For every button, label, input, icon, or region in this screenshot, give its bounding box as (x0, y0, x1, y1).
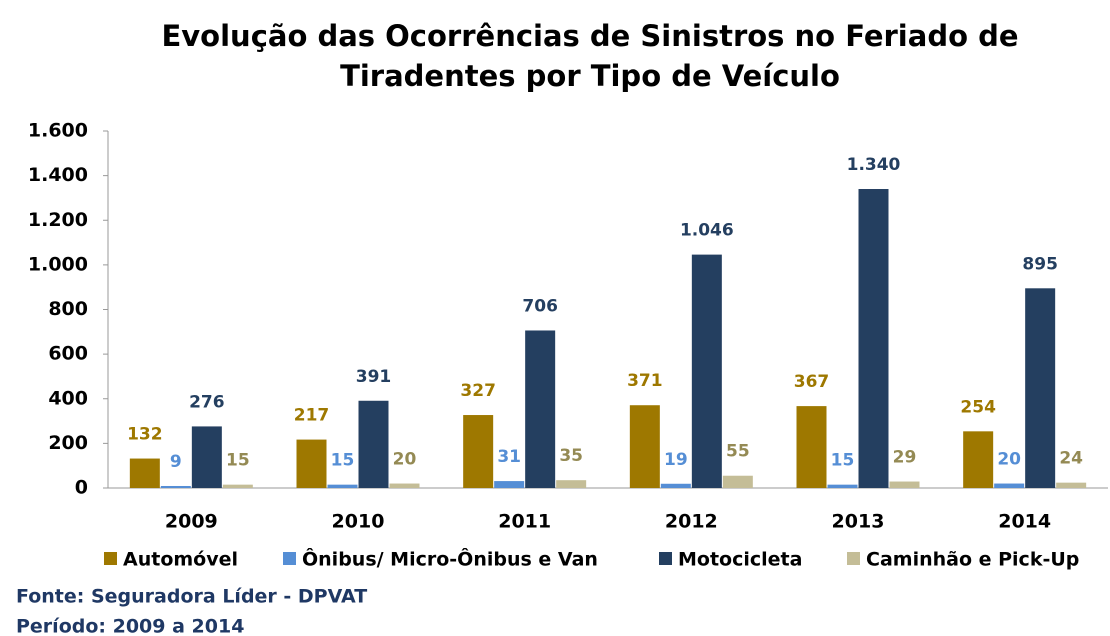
bar (858, 189, 889, 488)
data-label: 371 (627, 371, 663, 391)
data-label: 20 (393, 450, 417, 470)
x-tick-label: 2014 (998, 511, 1051, 533)
data-label: 20 (997, 450, 1021, 470)
y-tick-label: 600 (48, 343, 88, 365)
data-label: 55 (726, 442, 750, 462)
legend-label: Ônibus/ Micro-Ônibus e Van (302, 547, 598, 571)
data-label: 1.046 (680, 221, 734, 241)
bar (889, 481, 920, 488)
data-label: 35 (559, 446, 583, 466)
bar (796, 406, 827, 488)
legend-swatch (283, 552, 296, 565)
data-label: 276 (189, 392, 225, 412)
data-label: 19 (664, 450, 688, 470)
data-label: 31 (497, 447, 521, 467)
bar (660, 483, 691, 488)
y-tick-label: 400 (48, 387, 88, 409)
bar (827, 484, 858, 488)
bar (191, 426, 222, 488)
chart-title: Tiradentes por Tipo de Veículo (340, 59, 840, 93)
bar (129, 458, 160, 488)
x-tick-label: 2013 (832, 511, 885, 533)
data-label: 15 (831, 451, 855, 471)
bar (994, 483, 1025, 488)
note: Período: 2009 a 2014 (16, 616, 244, 636)
data-label: 254 (960, 397, 996, 417)
data-label: 327 (460, 381, 496, 401)
legend-label: Automóvel (123, 549, 238, 571)
y-tick-label: 800 (48, 298, 88, 320)
bar (222, 484, 253, 488)
data-label: 895 (1022, 254, 1058, 274)
bar (1056, 482, 1087, 488)
y-tick-label: 1.000 (28, 253, 88, 275)
legend-swatch (847, 552, 860, 565)
y-tick-label: 1.200 (28, 209, 88, 231)
data-label: 391 (356, 367, 392, 387)
data-label: 706 (522, 296, 558, 316)
legend-label: Motocicleta (678, 549, 802, 571)
bar (160, 485, 191, 488)
x-tick-label: 2012 (665, 511, 718, 533)
data-label: 217 (294, 406, 330, 426)
x-tick-label: 2010 (332, 511, 385, 533)
bar (463, 415, 494, 488)
bar (296, 439, 327, 488)
data-label: 367 (794, 372, 830, 392)
bar (389, 483, 420, 488)
legend-swatch (104, 552, 117, 565)
y-tick-label: 1.400 (28, 164, 88, 186)
data-label: 24 (1059, 449, 1083, 469)
y-tick-label: 0 (75, 477, 88, 499)
data-label: 9 (170, 452, 182, 472)
bar (556, 480, 587, 488)
data-label: 29 (893, 448, 917, 468)
y-tick-label: 1.600 (28, 120, 88, 142)
bar (722, 475, 753, 488)
data-label: 15 (226, 451, 250, 471)
bar (494, 481, 525, 488)
x-tick-label: 2009 (165, 511, 218, 533)
legend-swatch (659, 552, 672, 565)
data-label: 1.340 (847, 155, 901, 175)
bar (358, 400, 389, 488)
bar (525, 330, 556, 488)
x-tick-label: 2011 (498, 511, 551, 533)
source: Fonte: Seguradora Líder - DPVAT (16, 586, 367, 608)
bar (1025, 288, 1056, 488)
bar (327, 484, 358, 488)
data-label: 15 (331, 451, 355, 471)
chart-title: Evolução das Ocorrências de Sinistros no… (161, 19, 1018, 53)
y-tick-label: 200 (48, 432, 88, 454)
bar (691, 254, 722, 488)
legend-label: Caminhão e Pick-Up (866, 549, 1079, 571)
bar (629, 405, 660, 488)
data-label: 132 (127, 425, 163, 445)
bar (963, 431, 994, 488)
